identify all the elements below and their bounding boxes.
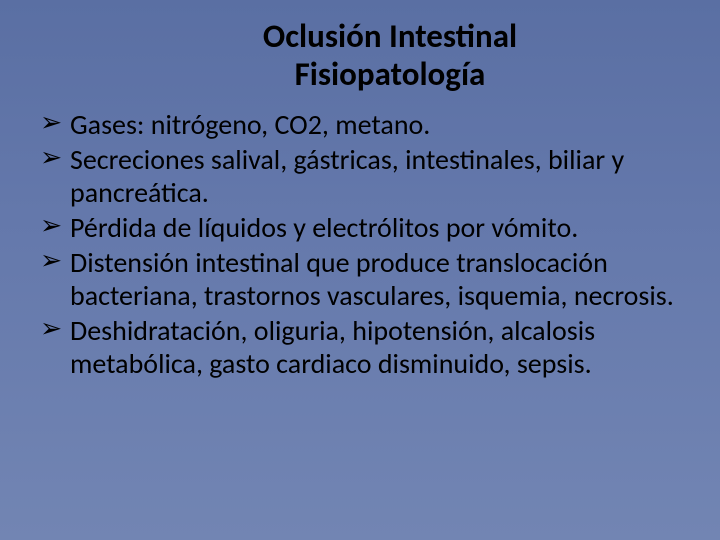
bullet-list: Gases: nitrógeno, CO2, metano.Secrecione…: [40, 108, 680, 380]
title-line-1: Oclusión Intestinal: [100, 18, 680, 56]
bullet-item: Distensión intestinal que produce transl…: [40, 246, 680, 312]
slide-title: Oclusión Intestinal Fisiopatología: [100, 18, 680, 94]
title-line-2: Fisiopatología: [100, 56, 680, 94]
bullet-item: Pérdida de líquidos y electrólitos por v…: [40, 211, 680, 244]
slide: Oclusión Intestinal Fisiopatología Gases…: [0, 0, 720, 540]
bullet-item: Gases: nitrógeno, CO2, metano.: [40, 108, 680, 141]
bullet-item: Deshidratación, oliguria, hipotensión, a…: [40, 314, 680, 380]
bullet-item: Secreciones salival, gástricas, intestin…: [40, 143, 680, 209]
